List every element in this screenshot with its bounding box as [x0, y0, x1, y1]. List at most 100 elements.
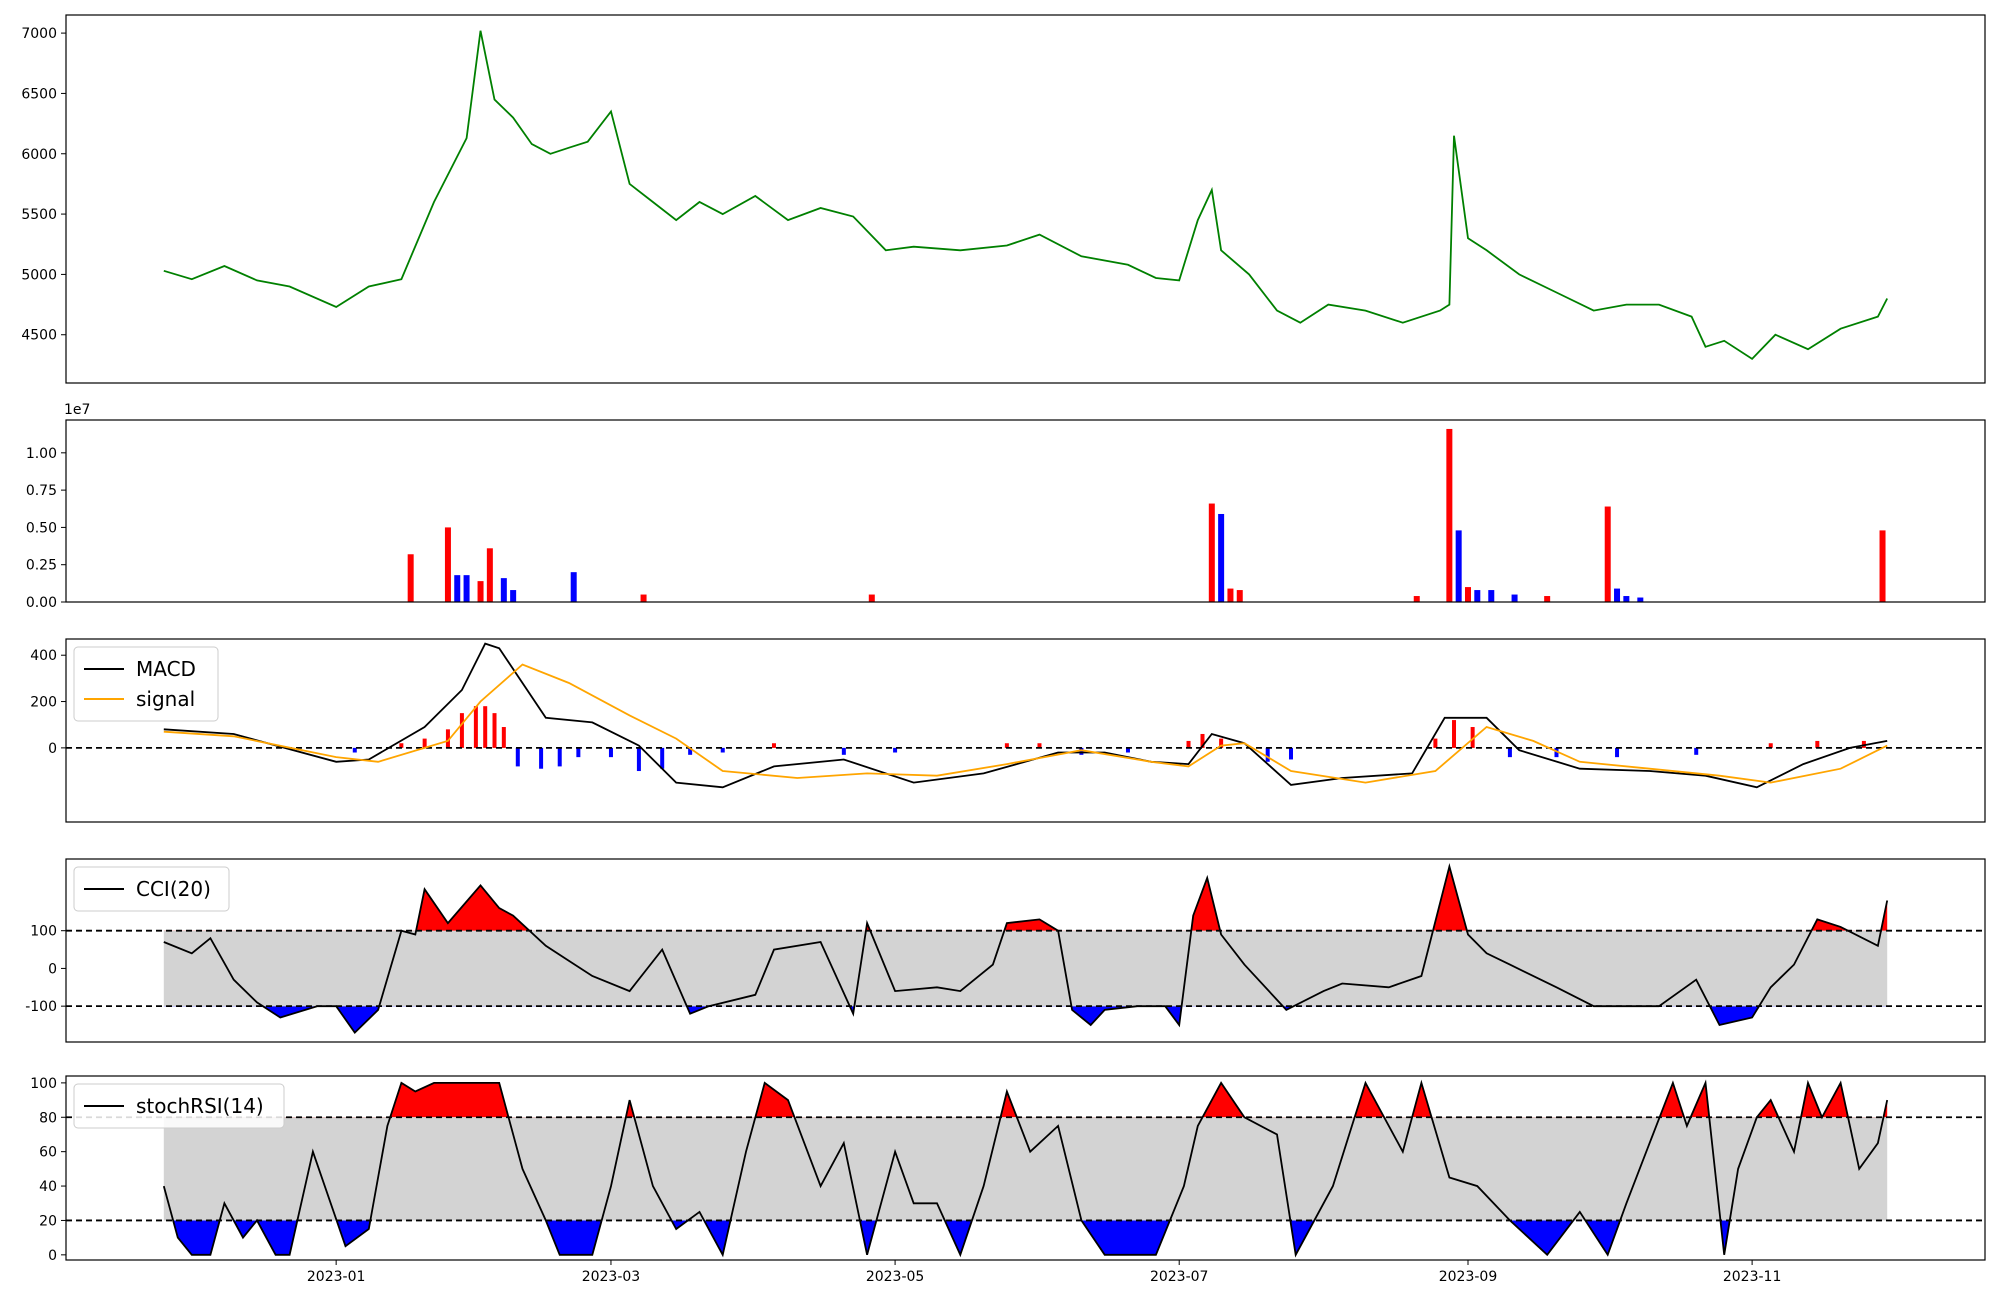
- x-tick-label: 2023-09: [1439, 1269, 1498, 1285]
- cci-panel-frame: [65, 858, 1986, 1043]
- macd-ytick-label: 200: [30, 695, 57, 711]
- x-tick-label: 2023-07: [1150, 1269, 1209, 1285]
- macd-histogram-bar: [473, 706, 478, 748]
- price-ytick-label: 5500: [21, 207, 57, 223]
- macd-histogram-bar: [557, 747, 562, 767]
- stochrsi-overbought-fill: [390, 1082, 1888, 1118]
- volume-bar: [868, 594, 875, 602]
- cci-ytick-label: -100: [25, 999, 57, 1015]
- cci-ytick-label: 0: [48, 961, 57, 977]
- cci-legend: [73, 866, 230, 912]
- price-ytick-label: 6500: [21, 86, 57, 102]
- volume-bar: [407, 554, 414, 602]
- stochrsi-line: [162, 1079, 1889, 1258]
- macd-histogram-bar: [539, 747, 544, 769]
- signal-line: [163, 663, 1888, 784]
- macd-histogram-bar: [1125, 747, 1130, 753]
- stochrsi-ytick-label: 0: [48, 1248, 57, 1264]
- stochrsi-ytick-label: 100: [30, 1076, 57, 1092]
- macd-ytick-label: 400: [30, 648, 57, 664]
- volume-scale-label: 1e7: [64, 402, 90, 418]
- volume-bar: [463, 575, 470, 602]
- volume-ytick-label: 1.00: [26, 446, 57, 462]
- macd-line: [163, 642, 1888, 789]
- macd-histogram-bar: [608, 747, 613, 758]
- stochrsi-ytick-label: 40: [39, 1179, 57, 1195]
- macd-histogram-bar: [1004, 743, 1009, 748]
- stochrsi-neutral-band: [163, 1117, 1888, 1221]
- macd-histogram-bar: [1219, 738, 1224, 748]
- macd-histogram-bar: [1265, 747, 1270, 762]
- price-line: [163, 30, 1889, 361]
- price-ytick-label: 6000: [21, 147, 57, 163]
- macd-legend-label: MACD: [136, 657, 196, 681]
- macd-legend: [73, 646, 219, 722]
- volume-bar: [510, 590, 517, 602]
- macd-histogram-bar: [576, 747, 581, 758]
- volume-bar: [1614, 588, 1621, 602]
- stochrsi-legend: [73, 1083, 285, 1129]
- cci-legend-label: CCI(20): [136, 877, 211, 901]
- macd-histogram-bar: [422, 738, 427, 748]
- volume-bar: [1623, 596, 1630, 602]
- stochrsi-panel-frame: [65, 1075, 1986, 1261]
- x-tick-label: 2023-01: [307, 1269, 366, 1285]
- cci-ytick-label: 100: [30, 924, 57, 940]
- macd-histogram-bar: [1186, 740, 1191, 748]
- volume-bar: [1446, 428, 1453, 602]
- macd-histogram-bar: [1694, 747, 1699, 755]
- volume-bar: [1455, 530, 1462, 602]
- macd-histogram-bar: [1768, 743, 1773, 748]
- macd-histogram-bar: [1079, 747, 1084, 755]
- price-panel-frame: [65, 14, 1986, 384]
- volume-ytick-label: 0.25: [26, 558, 57, 574]
- macd-panel-frame: [65, 638, 1986, 823]
- volume-bar: [1227, 588, 1234, 602]
- volume-bar: [1464, 587, 1471, 602]
- stochrsi-ytick-label: 60: [39, 1145, 57, 1161]
- volume-bar: [444, 527, 451, 602]
- stochrsi-legend-label: stochRSI(14): [136, 1094, 264, 1118]
- cci-oversold-fill: [163, 1006, 1888, 1033]
- macd-histogram-bar: [399, 743, 404, 748]
- stochrsi-oversold-fill: [173, 1220, 1730, 1255]
- volume-bar: [570, 572, 577, 602]
- volume-bar: [1544, 596, 1551, 602]
- macd-histogram-bar: [688, 747, 693, 755]
- volume-bar: [1218, 513, 1225, 602]
- macd-histogram-bar: [1433, 738, 1438, 748]
- volume-bar: [1413, 596, 1420, 602]
- volume-bar: [640, 594, 647, 602]
- cci-line: [163, 862, 1889, 1034]
- macd-legend-label: signal: [136, 687, 195, 711]
- volume-bar: [1511, 594, 1518, 602]
- volume-bar: [1236, 590, 1243, 602]
- volume-bar: [1879, 530, 1886, 602]
- volume-bar: [477, 581, 484, 602]
- macd-histogram-bar: [1554, 747, 1559, 758]
- volume-bar: [1474, 590, 1481, 602]
- macd-histogram-bar: [771, 743, 776, 748]
- macd-histogram-bar: [483, 706, 488, 748]
- macd-histogram-bar: [1452, 720, 1457, 748]
- x-tick-label: 2023-03: [582, 1269, 641, 1285]
- macd-histogram-bar: [1815, 740, 1820, 748]
- macd-histogram-bar: [1507, 747, 1512, 758]
- macd-histogram-bar: [841, 747, 846, 755]
- volume-bar: [1488, 590, 1495, 602]
- macd-histogram-bar: [720, 747, 725, 753]
- volume-panel-frame: [65, 419, 1986, 603]
- price-ytick-label: 4500: [21, 328, 57, 344]
- volume-bar: [454, 575, 461, 602]
- volume-bar: [1604, 506, 1611, 602]
- macd-histogram-bar: [501, 727, 506, 748]
- macd-histogram-bar: [1200, 733, 1205, 748]
- macd-histogram-bar: [492, 713, 497, 748]
- volume-bar: [1637, 597, 1644, 602]
- macd-histogram-bar: [515, 747, 520, 767]
- macd-histogram-bar: [445, 729, 450, 748]
- macd-ytick-label: 0: [48, 741, 57, 757]
- price-ytick-label: 7000: [21, 26, 57, 42]
- volume-bar: [486, 548, 493, 602]
